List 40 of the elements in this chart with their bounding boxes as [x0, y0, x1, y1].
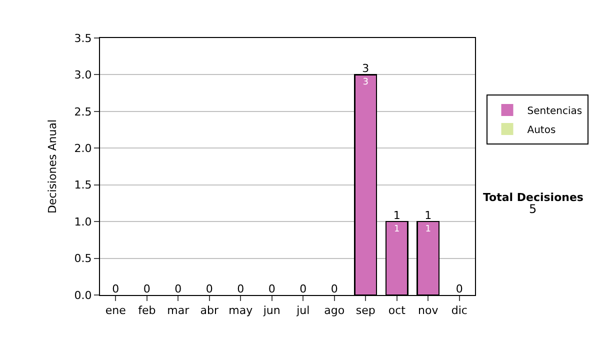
x-tick-label: sep — [356, 304, 376, 318]
x-tick-label: ene — [105, 304, 126, 318]
x-tick-label: jun — [262, 304, 280, 318]
x-tick-label: dic — [451, 304, 468, 318]
x-tick-label: feb — [138, 304, 156, 318]
total-label: 0 — [143, 282, 150, 296]
text: 5 — [529, 202, 537, 216]
total-label: 0 — [456, 282, 463, 296]
text: Total Decisiones — [483, 191, 584, 204]
total-label: 0 — [174, 282, 182, 296]
y-tick-label: 1.0 — [74, 215, 92, 228]
x-tick-label: may — [228, 304, 254, 318]
total-label: 1 — [424, 208, 432, 222]
x-tick-label: jul — [296, 304, 310, 318]
y-tick-label: 0.0 — [74, 288, 92, 302]
x-tick-label: oct — [388, 304, 406, 318]
total-label: 3 — [362, 62, 370, 75]
total-label: 0 — [330, 282, 338, 296]
y-tick-label: 3.5 — [74, 32, 92, 45]
x-tick-label: nov — [418, 304, 439, 318]
x-tick-label: mar — [167, 304, 190, 318]
y-tick-label: 1.5 — [74, 178, 92, 192]
total-label: 0 — [300, 282, 307, 296]
data-label: 3 — [362, 78, 368, 88]
total-label: 1 — [393, 208, 400, 222]
y-tick-label: 2.0 — [74, 142, 92, 155]
total-label: 0 — [112, 282, 120, 296]
total-label: 0 — [237, 282, 244, 296]
y-axis-title: Decisiones Anual — [46, 119, 59, 214]
y-tick-label: 0.5 — [74, 252, 92, 266]
legend-label: Autos — [527, 124, 556, 136]
x-tick-label: ago — [324, 304, 345, 318]
data-label: 1 — [425, 224, 431, 235]
y-tick-label: 2.5 — [74, 105, 92, 118]
y-tick-label: 3.0 — [74, 68, 92, 82]
total-label: 0 — [268, 282, 276, 296]
data-label: 1 — [394, 224, 400, 235]
legend-label: Sentencias — [527, 106, 582, 117]
total-label: 0 — [206, 282, 213, 296]
x-tick-label: abr — [200, 304, 219, 318]
